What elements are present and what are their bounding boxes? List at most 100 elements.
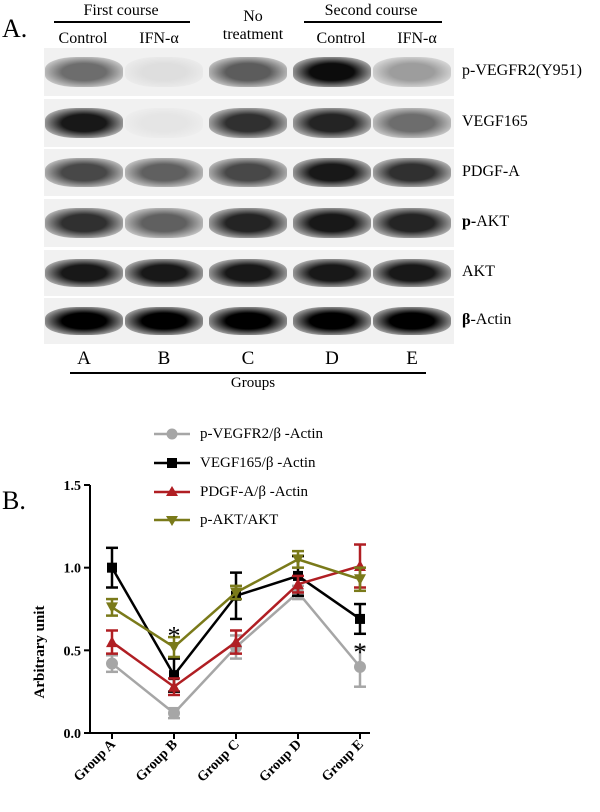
y-axis-title: Arbitrary unit <box>32 606 48 699</box>
legend-label-p-akt: p-AKT/AKT <box>200 512 279 528</box>
significance-asterisk: * <box>168 621 181 650</box>
blot-band <box>209 157 287 188</box>
blot-band <box>209 57 287 87</box>
blot-band <box>45 258 123 288</box>
blot-label: VEGF165 <box>462 113 528 130</box>
legend-label-p-vegfr2: p-VEGFR2/β -Actin <box>200 426 324 442</box>
data-point <box>168 680 180 692</box>
data-point <box>169 670 179 681</box>
data-point <box>106 602 118 614</box>
lane-header-ifn-2: IFN-α <box>397 30 437 47</box>
blot-label: p-AKT <box>462 213 509 231</box>
data-point <box>231 590 241 601</box>
blot-band <box>209 108 287 138</box>
data-point <box>292 586 304 599</box>
x-tick-label: Group C <box>195 737 243 785</box>
blot-band <box>45 306 123 336</box>
blot-label-bold: β <box>462 311 471 328</box>
blot-band <box>293 258 371 288</box>
first-course-label: First course <box>83 2 159 19</box>
series-line <box>111 564 361 689</box>
x-tick-label: Group A <box>71 737 119 785</box>
legend-marker-triangle-up <box>154 486 190 496</box>
data-point <box>354 560 366 572</box>
data-point <box>292 578 304 590</box>
blot-strip <box>44 298 454 344</box>
blot-label: p-VEGFR2(Y951) <box>462 62 582 79</box>
groups-line <box>70 372 426 374</box>
blot-band <box>125 306 203 336</box>
blot-band <box>209 208 287 238</box>
y-tick-label: 1.5 <box>64 479 82 494</box>
blot-band <box>373 208 451 238</box>
blot-band <box>293 306 371 336</box>
data-point <box>168 707 180 720</box>
x-tick-label: Group D <box>257 737 305 785</box>
blot-band <box>373 57 451 87</box>
blot-band <box>125 157 203 188</box>
lane-label-d: D <box>325 348 339 369</box>
y-tick-label: 0.0 <box>64 727 82 742</box>
blot-band <box>125 108 203 138</box>
blot-band <box>293 208 371 238</box>
panel-b-label: B. <box>2 486 26 515</box>
no-treatment-line1: No <box>243 8 263 25</box>
blot-band <box>293 157 371 188</box>
blot-label: PDGF-A <box>462 162 520 180</box>
blot-band <box>209 258 287 288</box>
blot-strip <box>44 99 454 147</box>
blot-label-rest: -Actin <box>470 311 512 328</box>
data-point <box>230 636 242 648</box>
blot-label: β-Actin <box>462 311 511 329</box>
blot-band <box>45 57 123 87</box>
second-course-label: Second course <box>324 2 418 19</box>
blot-label: AKT <box>462 263 495 280</box>
lane-header-control-1: Control <box>58 30 108 47</box>
lane-label-a: A <box>77 348 91 369</box>
lane-label-c: C <box>241 348 255 369</box>
first-course-line <box>54 21 190 23</box>
data-point <box>354 660 366 673</box>
groups-label: Groups <box>230 375 276 391</box>
blot-band <box>45 108 123 138</box>
blot-band <box>45 157 123 188</box>
blot-band <box>373 258 451 288</box>
series-line <box>111 590 361 715</box>
data-point <box>293 570 303 581</box>
data-point <box>106 636 118 648</box>
blot-strip <box>44 250 454 296</box>
blot-strip <box>44 149 454 196</box>
significance-asterisk: * <box>354 638 367 667</box>
blot-band <box>293 57 371 87</box>
blot-strip <box>44 199 454 247</box>
x-tick-label: Group E <box>319 737 367 785</box>
legend-label-pdgf-a: PDGF-A/β -Actin <box>200 484 309 500</box>
data-point <box>168 642 180 654</box>
blot-band <box>125 208 203 238</box>
legend-marker-square <box>154 458 190 468</box>
lane-header-control-2: Control <box>316 30 366 47</box>
y-tick-label: 0.5 <box>64 644 82 659</box>
blot-band <box>209 306 287 336</box>
blot-band <box>293 108 371 138</box>
blot-label-bold: p- <box>462 213 477 230</box>
data-point <box>106 657 118 670</box>
blot-strip <box>44 48 454 96</box>
blot-band <box>125 258 203 288</box>
legend-marker-circle <box>154 428 190 440</box>
blot-label-rest: AKT <box>476 213 510 230</box>
no-treatment-line2: treatment <box>222 26 284 43</box>
second-course-line <box>304 21 442 23</box>
blot-band <box>125 57 203 87</box>
data-point <box>354 574 366 586</box>
series-line <box>110 567 361 678</box>
x-tick-label: Group B <box>133 737 181 785</box>
blot-band <box>373 108 451 138</box>
data-point <box>107 562 117 573</box>
legend-label-vegf165: VEGF165/β -Actin <box>200 455 316 471</box>
data-point <box>230 641 242 654</box>
data-point <box>230 587 242 599</box>
blot-band <box>373 306 451 336</box>
data-point <box>292 554 304 566</box>
legend-marker-triangle-down <box>154 516 190 526</box>
